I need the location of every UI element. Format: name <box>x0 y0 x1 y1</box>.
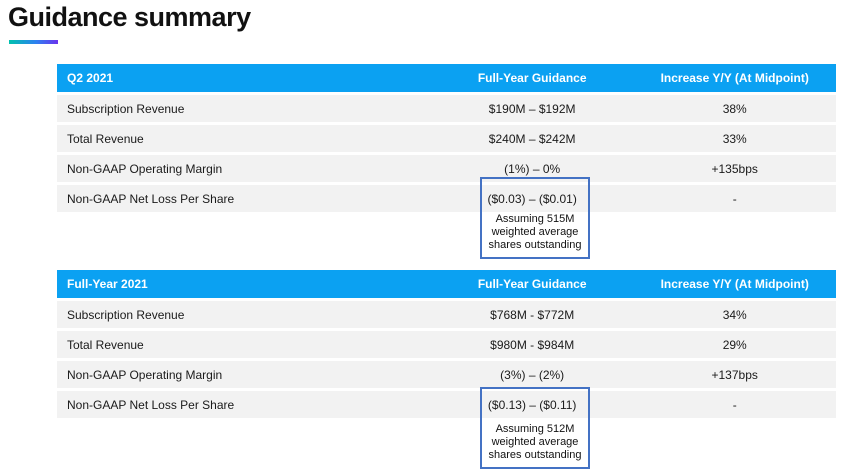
increase-cell: - <box>732 191 737 206</box>
guidance-cell: $980M - $984M <box>490 337 575 352</box>
table-row: Subscription Revenue $768M - $772M 34% <box>57 301 836 328</box>
table-row: Non-GAAP Net Loss Per Share ($0.03) – ($… <box>57 185 836 212</box>
metric-cell: Non-GAAP Operating Margin <box>67 367 223 382</box>
metric-cell: Total Revenue <box>67 131 144 146</box>
q2-shares-callout-box: Assuming 515M weighted average shares ou… <box>480 177 590 259</box>
callout-note: Assuming 515M weighted average shares ou… <box>488 213 582 251</box>
guidance-cell: $768M - $772M <box>490 307 575 322</box>
table-row: Non-GAAP Net Loss Per Share ($0.13) – ($… <box>57 391 836 418</box>
table-row: Non-GAAP Operating Margin (3%) – (2%) +1… <box>57 361 836 388</box>
period-header: Full-Year 2021 <box>67 277 148 291</box>
table-row: Total Revenue $240M – $242M 33% <box>57 125 836 152</box>
increase-cell: 33% <box>722 131 747 146</box>
q2-2021-table: Q2 2021 Full-Year Guidance Increase Y/Y … <box>57 64 836 215</box>
title-accent-bar <box>9 40 58 44</box>
metric-cell: Non-GAAP Operating Margin <box>67 161 223 176</box>
table-row: Non-GAAP Operating Margin (1%) – 0% +135… <box>57 155 836 182</box>
guidance-cell: ($0.03) – ($0.01) <box>487 191 577 206</box>
guidance-cell: (3%) – (2%) <box>500 367 565 382</box>
full-year-2021-table-header-row: Full-Year 2021 Full-Year Guidance Increa… <box>57 270 836 298</box>
table-row: Total Revenue $980M - $984M 29% <box>57 331 836 358</box>
guidance-cell: $240M – $242M <box>488 131 576 146</box>
increase-cell: +135bps <box>711 161 758 176</box>
guidance-cell: (1%) – 0% <box>504 161 561 176</box>
period-header: Q2 2021 <box>67 71 114 85</box>
full-year-shares-callout-box: Assuming 512M weighted average shares ou… <box>480 387 590 469</box>
metric-cell: Non-GAAP Net Loss Per Share <box>67 191 235 206</box>
callout-note: Assuming 512M weighted average shares ou… <box>488 423 582 461</box>
table-row: Subscription Revenue $190M – $192M 38% <box>57 95 836 122</box>
full-year-2021-table: Full-Year 2021 Full-Year Guidance Increa… <box>57 270 836 421</box>
increase-cell: 38% <box>722 101 747 116</box>
increase-column-header: Increase Y/Y (At Midpoint) <box>660 277 809 291</box>
increase-cell: 34% <box>722 307 747 322</box>
metric-cell: Subscription Revenue <box>67 101 185 116</box>
guidance-cell: $190M – $192M <box>488 101 576 116</box>
increase-cell: - <box>732 397 737 412</box>
guidance-column-header: Full-Year Guidance <box>477 277 587 291</box>
page-title: Guidance summary <box>8 2 251 32</box>
guidance-column-header: Full-Year Guidance <box>477 71 587 85</box>
guidance-cell: ($0.13) – ($0.11) <box>487 397 577 412</box>
increase-cell: 29% <box>722 337 747 352</box>
q2-2021-table-header-row: Q2 2021 Full-Year Guidance Increase Y/Y … <box>57 64 836 92</box>
metric-cell: Non-GAAP Net Loss Per Share <box>67 397 235 412</box>
increase-column-header: Increase Y/Y (At Midpoint) <box>660 71 809 85</box>
increase-cell: +137bps <box>711 367 758 382</box>
metric-cell: Total Revenue <box>67 337 144 352</box>
metric-cell: Subscription Revenue <box>67 307 185 322</box>
